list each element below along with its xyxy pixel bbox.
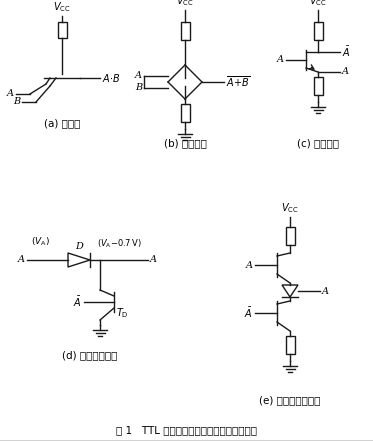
Text: $A{\cdot}B$: $A{\cdot}B$ [102,72,120,84]
Text: (e) 推拉式输出结构: (e) 推拉式输出结构 [259,395,321,405]
Bar [285,227,295,245]
Text: A: A [7,90,14,98]
Text: 图 1   TTL 集成门电路中的几种基本功能结构: 图 1 TTL 集成门电路中的几种基本功能结构 [116,425,257,435]
Text: $V_{\rm CC}$: $V_{\rm CC}$ [309,0,327,8]
Text: $T_{\rm D}$: $T_{\rm D}$ [116,306,129,320]
Text: $(V_{\rm A}{-}0.7\,{\rm V})$: $(V_{\rm A}{-}0.7\,{\rm V})$ [97,238,141,250]
Text: $V_{\rm CC}$: $V_{\rm CC}$ [281,201,299,215]
Text: (b) 或非结构: (b) 或非结构 [164,138,206,148]
Text: A: A [322,287,329,295]
Text: (c) 倒相结构: (c) 倒相结构 [297,138,339,148]
Text: B: B [135,83,142,93]
Text: D: D [75,242,83,251]
Text: $V_{\rm CC}$: $V_{\rm CC}$ [176,0,194,8]
Text: $V_{\rm CC}$: $V_{\rm CC}$ [53,0,71,14]
Bar [181,104,189,122]
Text: A: A [135,71,142,81]
Text: A: A [18,255,25,265]
Text: $\bar{A}$: $\bar{A}$ [244,306,253,320]
Bar [285,336,295,354]
Text: (d) 电平偏移结构: (d) 电平偏移结构 [62,350,118,360]
Text: (a) 与结构: (a) 与结构 [44,118,80,128]
Text: A: A [246,261,253,269]
Text: B: B [13,97,20,106]
Text: $\bar{A}$: $\bar{A}$ [73,295,82,309]
Text: A: A [342,67,349,76]
Text: $(V_{\rm A})$: $(V_{\rm A})$ [31,235,50,248]
Bar [57,22,66,38]
Bar [181,22,189,40]
Text: A: A [150,255,157,265]
Text: A: A [277,56,284,64]
Bar [313,22,323,40]
Bar [313,77,323,95]
Text: $\overline{A{+}B}$: $\overline{A{+}B}$ [226,75,250,90]
Text: $\bar{A}$: $\bar{A}$ [342,45,351,59]
